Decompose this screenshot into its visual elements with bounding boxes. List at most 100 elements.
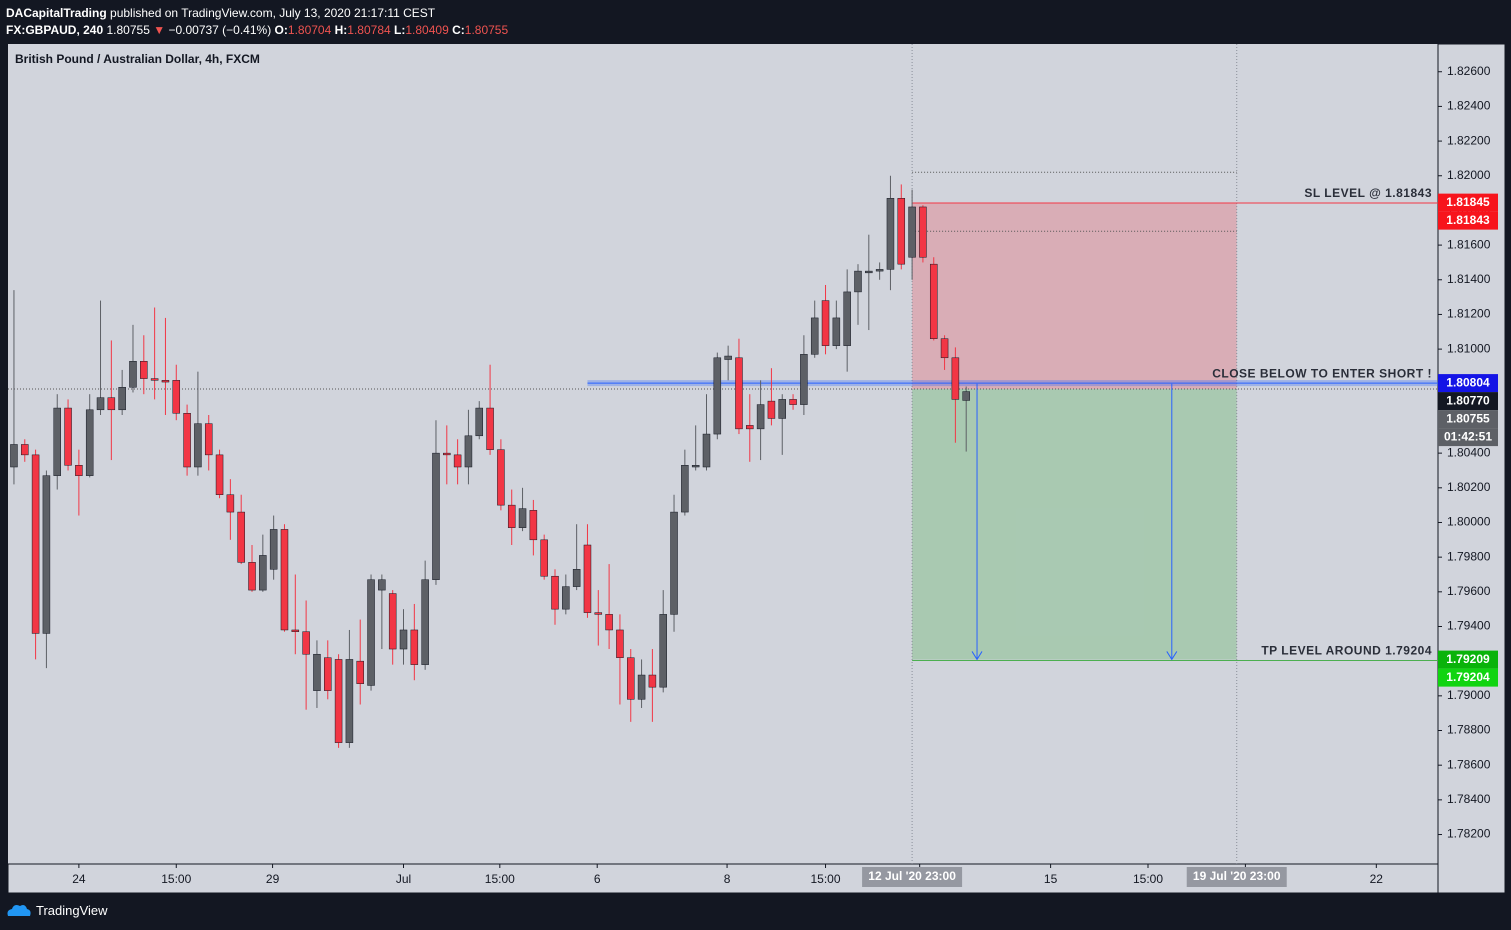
x-tick-label: 22 (1370, 872, 1384, 886)
candle-body (789, 399, 797, 405)
candle-body (605, 614, 613, 631)
candle-body (334, 659, 343, 743)
candle-body (378, 579, 386, 591)
ohlc-value: 1.80409 (405, 23, 449, 37)
ohlc-key: L: (394, 23, 406, 37)
candle-body (897, 198, 906, 265)
candle-body (345, 659, 354, 743)
candle-body (951, 357, 960, 400)
price-label-box (1438, 668, 1498, 687)
candle-body (161, 380, 170, 383)
price-label: 1.80755 (1446, 411, 1490, 425)
candle-body (746, 425, 754, 430)
logo (7, 905, 31, 916)
candle-body (183, 413, 191, 468)
level-label: CLOSE BELOW TO ENTER SHORT ! (1212, 366, 1432, 380)
candle-body (724, 355, 732, 360)
level-label: SL LEVEL @ 1.81843 (1304, 186, 1432, 200)
candle-body (854, 270, 862, 293)
candle-body (865, 270, 873, 274)
ohlc-key: H: (334, 23, 348, 37)
y-tick-label: 1.81400 (1447, 272, 1491, 286)
x-tick-label: 15:00 (161, 872, 191, 886)
candle-body (810, 317, 819, 355)
time-label: 19 Jul '20 23:00 (1193, 869, 1281, 883)
candle-body (616, 629, 624, 658)
arrow: ▼ (153, 23, 166, 37)
x-tick-label: 15 (1044, 872, 1058, 886)
change: −0.00737 (−0.41%) (168, 23, 272, 37)
candle-body (204, 423, 213, 456)
price-label-box (1438, 193, 1498, 212)
candle-body (107, 397, 116, 411)
chart-title: British Pound / Australian Dollar, 4h, F… (15, 52, 260, 66)
candle-body (399, 629, 408, 650)
x-tick-label: 6 (594, 872, 601, 886)
candle-body (421, 579, 429, 665)
x-tick-label: 15:00 (485, 872, 515, 886)
candle-body (367, 579, 375, 686)
header-line-1: DACapitalTrading published on TradingVie… (6, 5, 508, 22)
header-line-2: FX:GBPAUD, 240 1.80755 ▼ −0.00737 (−0.41… (6, 22, 508, 39)
candle-body (875, 269, 884, 272)
candle-body (85, 409, 94, 476)
candle-body (291, 629, 300, 632)
price-label: 1.80804 (1446, 375, 1490, 389)
ohlc-key: C: (452, 23, 465, 37)
stop-zone (912, 202, 1237, 389)
candle-body (129, 361, 137, 388)
candle-body (194, 423, 202, 468)
candle-body (832, 317, 841, 346)
candle-body (572, 569, 581, 587)
candle-body (150, 378, 159, 381)
ohlc-value: 1.80755 (464, 23, 509, 37)
ohlc-value: 1.80704 (287, 23, 332, 37)
y-tick-label: 1.79000 (1447, 688, 1491, 702)
x-tick-label: 15:00 (1133, 872, 1163, 886)
published: published on TradingView.com, July 13, 2… (110, 6, 436, 20)
x-tick-label: 24 (72, 872, 86, 886)
ohlc-value: 1.80784 (347, 23, 391, 37)
y-tick-label: 1.80200 (1447, 480, 1491, 494)
candle-body (280, 529, 289, 631)
candle-body (562, 586, 570, 610)
candle-body (540, 539, 548, 577)
candle-body (31, 454, 40, 634)
x-tick-label: 15:00 (811, 872, 841, 886)
y-tick-label: 1.80400 (1447, 445, 1491, 459)
price-label-box (1438, 650, 1498, 669)
candle-body (118, 387, 126, 411)
candle-body (908, 206, 916, 258)
y-tick-label: 1.80000 (1447, 515, 1491, 529)
candle-body (453, 454, 462, 468)
candle-body (637, 674, 646, 700)
price-label: 1.79204 (1446, 670, 1490, 684)
candle-body (96, 397, 105, 411)
y-tick-label: 1.82400 (1447, 99, 1491, 113)
candle-body (410, 629, 419, 665)
countdown: 01:42:51 (1444, 429, 1492, 443)
candle-body (313, 653, 321, 691)
footer: TradingView (6, 902, 108, 918)
candle-body (886, 198, 895, 270)
publisher: DACapitalTrading (6, 6, 107, 20)
price-label-box (1438, 392, 1498, 411)
candle-body (518, 508, 527, 528)
candle-body (778, 399, 786, 419)
candle-body (302, 631, 310, 655)
candle-body (388, 593, 397, 650)
candle-body (843, 291, 851, 346)
candle-body (356, 660, 364, 684)
candle-body (248, 562, 256, 591)
time-label-box (862, 867, 963, 887)
candle-body (940, 338, 949, 359)
candle-body (800, 354, 808, 405)
price-label: 1.81845 (1446, 195, 1490, 209)
y-tick-label: 1.81600 (1447, 237, 1491, 251)
candle-body (172, 380, 181, 414)
y-tick-label: 1.78600 (1447, 757, 1491, 771)
candle-body (821, 300, 830, 346)
y-tick-label: 1.78800 (1447, 723, 1491, 737)
candle-body (215, 454, 224, 495)
